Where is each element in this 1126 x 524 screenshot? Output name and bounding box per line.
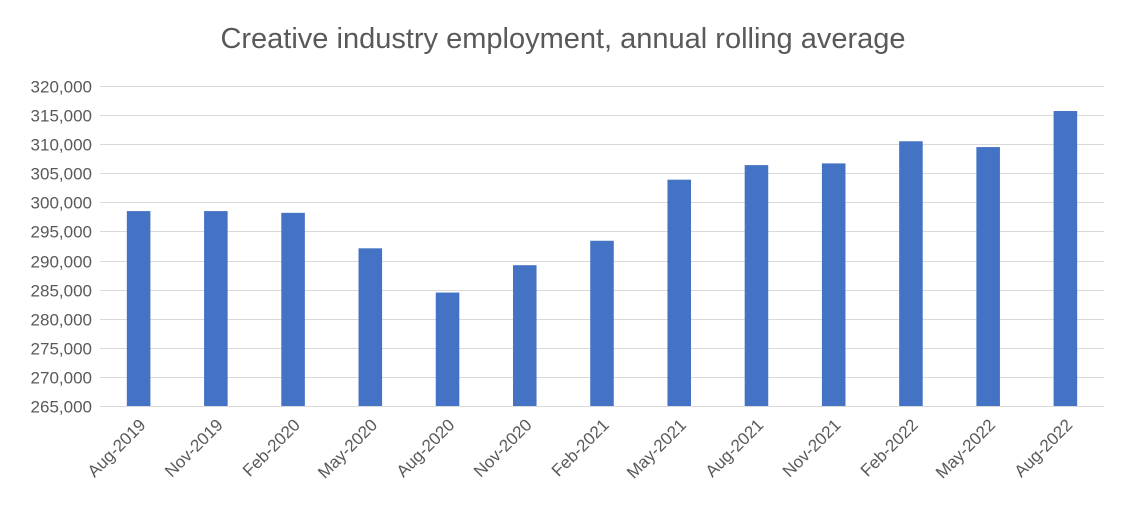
bars	[126, 111, 1078, 407]
bar	[435, 292, 460, 406]
x-tick-label: Aug-2021	[702, 415, 768, 481]
bar	[899, 141, 923, 406]
y-tick-label: 280,000	[31, 311, 92, 330]
bar	[821, 163, 846, 406]
bar	[358, 248, 383, 406]
bar	[126, 211, 151, 406]
y-tick-label: 275,000	[31, 340, 92, 359]
bar	[204, 211, 228, 406]
bar	[512, 265, 537, 406]
x-tick-label: Aug-2022	[1011, 415, 1077, 481]
y-tick-label: 265,000	[31, 398, 92, 417]
y-tick-label: 285,000	[31, 282, 92, 301]
y-tick-label: 290,000	[31, 253, 92, 272]
y-tick-label: 315,000	[31, 107, 92, 126]
y-axis-tick-labels: 265,000 270,000 275,000 280,000 285,000 290,0…	[31, 78, 92, 417]
x-tick-label: Feb-2020	[239, 415, 304, 480]
x-tick-label: Aug-2020	[393, 415, 459, 481]
bar	[281, 212, 305, 406]
x-tick-label: Aug-2019	[84, 415, 150, 481]
y-tick-label: 300,000	[31, 194, 92, 213]
x-axis-tick-labels: Aug-2019 Nov-2019 Feb-2020 May-2020 Aug-2020…	[84, 415, 1076, 482]
y-tick-label: 320,000	[31, 78, 92, 97]
x-tick-label: Feb-2022	[857, 415, 922, 480]
x-tick-label: May-2021	[623, 415, 690, 482]
x-tick-label: Nov-2021	[779, 415, 845, 481]
x-tick-label: May-2022	[932, 415, 999, 482]
y-tick-label: 310,000	[31, 136, 92, 155]
bar	[976, 147, 1000, 406]
bar	[744, 165, 769, 406]
y-tick-label: 295,000	[31, 223, 92, 242]
bar	[1053, 111, 1078, 407]
y-tick-label: 270,000	[31, 369, 92, 388]
chart-title: Creative industry employment, annual rol…	[220, 23, 905, 55]
x-tick-label: Nov-2019	[161, 415, 227, 481]
bar	[590, 240, 614, 406]
x-tick-label: Feb-2021	[548, 415, 613, 480]
x-tick-label: May-2020	[314, 415, 381, 482]
y-tick-label: 305,000	[31, 165, 92, 184]
bar	[667, 179, 692, 406]
x-tick-label: Nov-2020	[470, 415, 536, 481]
